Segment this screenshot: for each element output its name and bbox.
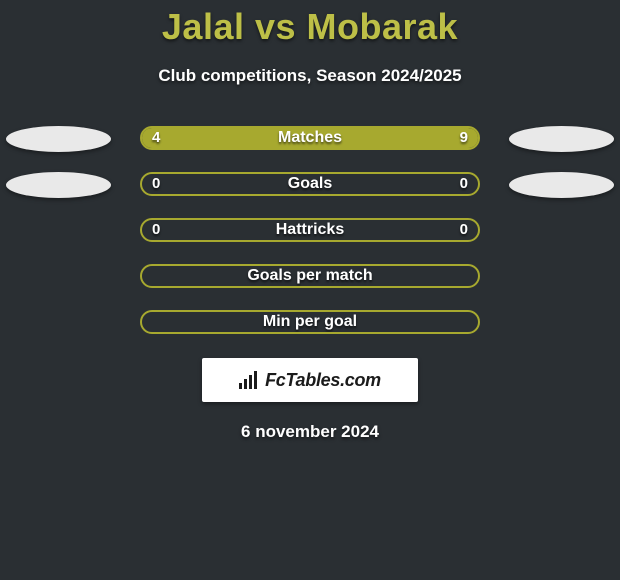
logo-text: FcTables.com	[265, 370, 381, 391]
stat-row: Min per goal	[0, 310, 620, 334]
source-logo: FcTables.com	[202, 358, 418, 402]
stat-label: Hattricks	[142, 220, 478, 240]
date-text: 6 november 2024	[0, 422, 620, 442]
player-badge-left	[6, 172, 111, 198]
page-subtitle: Club competitions, Season 2024/2025	[0, 66, 620, 86]
stat-value-right: 0	[460, 218, 468, 242]
stat-row: Hattricks0 0	[0, 218, 620, 242]
stat-rows: Matches49Goals00Hattricks00Goals per mat…	[0, 126, 620, 334]
stat-row: Goals per match	[0, 264, 620, 288]
stat-value-right: 9	[460, 126, 468, 150]
stat-label: Matches	[142, 128, 478, 148]
player-badge-right	[509, 126, 614, 152]
stat-bar: Min per goal	[140, 310, 480, 334]
stat-row: Matches4 9	[0, 126, 620, 150]
player-badge-left	[6, 126, 111, 152]
stat-row: Goals0 0	[0, 172, 620, 196]
stat-bar: Goals	[140, 172, 480, 196]
stat-label: Min per goal	[142, 312, 478, 332]
stat-value-left: 4	[152, 126, 160, 150]
player-badge-right	[509, 172, 614, 198]
stat-label: Goals	[142, 174, 478, 194]
stat-value-left: 0	[152, 172, 160, 196]
stat-bar: Matches	[140, 126, 480, 150]
stat-label: Goals per match	[142, 266, 478, 286]
stat-bar: Goals per match	[140, 264, 480, 288]
stat-value-left: 0	[152, 218, 160, 242]
stat-bar: Hattricks	[140, 218, 480, 242]
comparison-card: Jalal vs Mobarak Club competitions, Seas…	[0, 0, 620, 580]
bars-icon	[239, 371, 261, 389]
stat-value-right: 0	[460, 172, 468, 196]
page-title: Jalal vs Mobarak	[0, 0, 620, 48]
